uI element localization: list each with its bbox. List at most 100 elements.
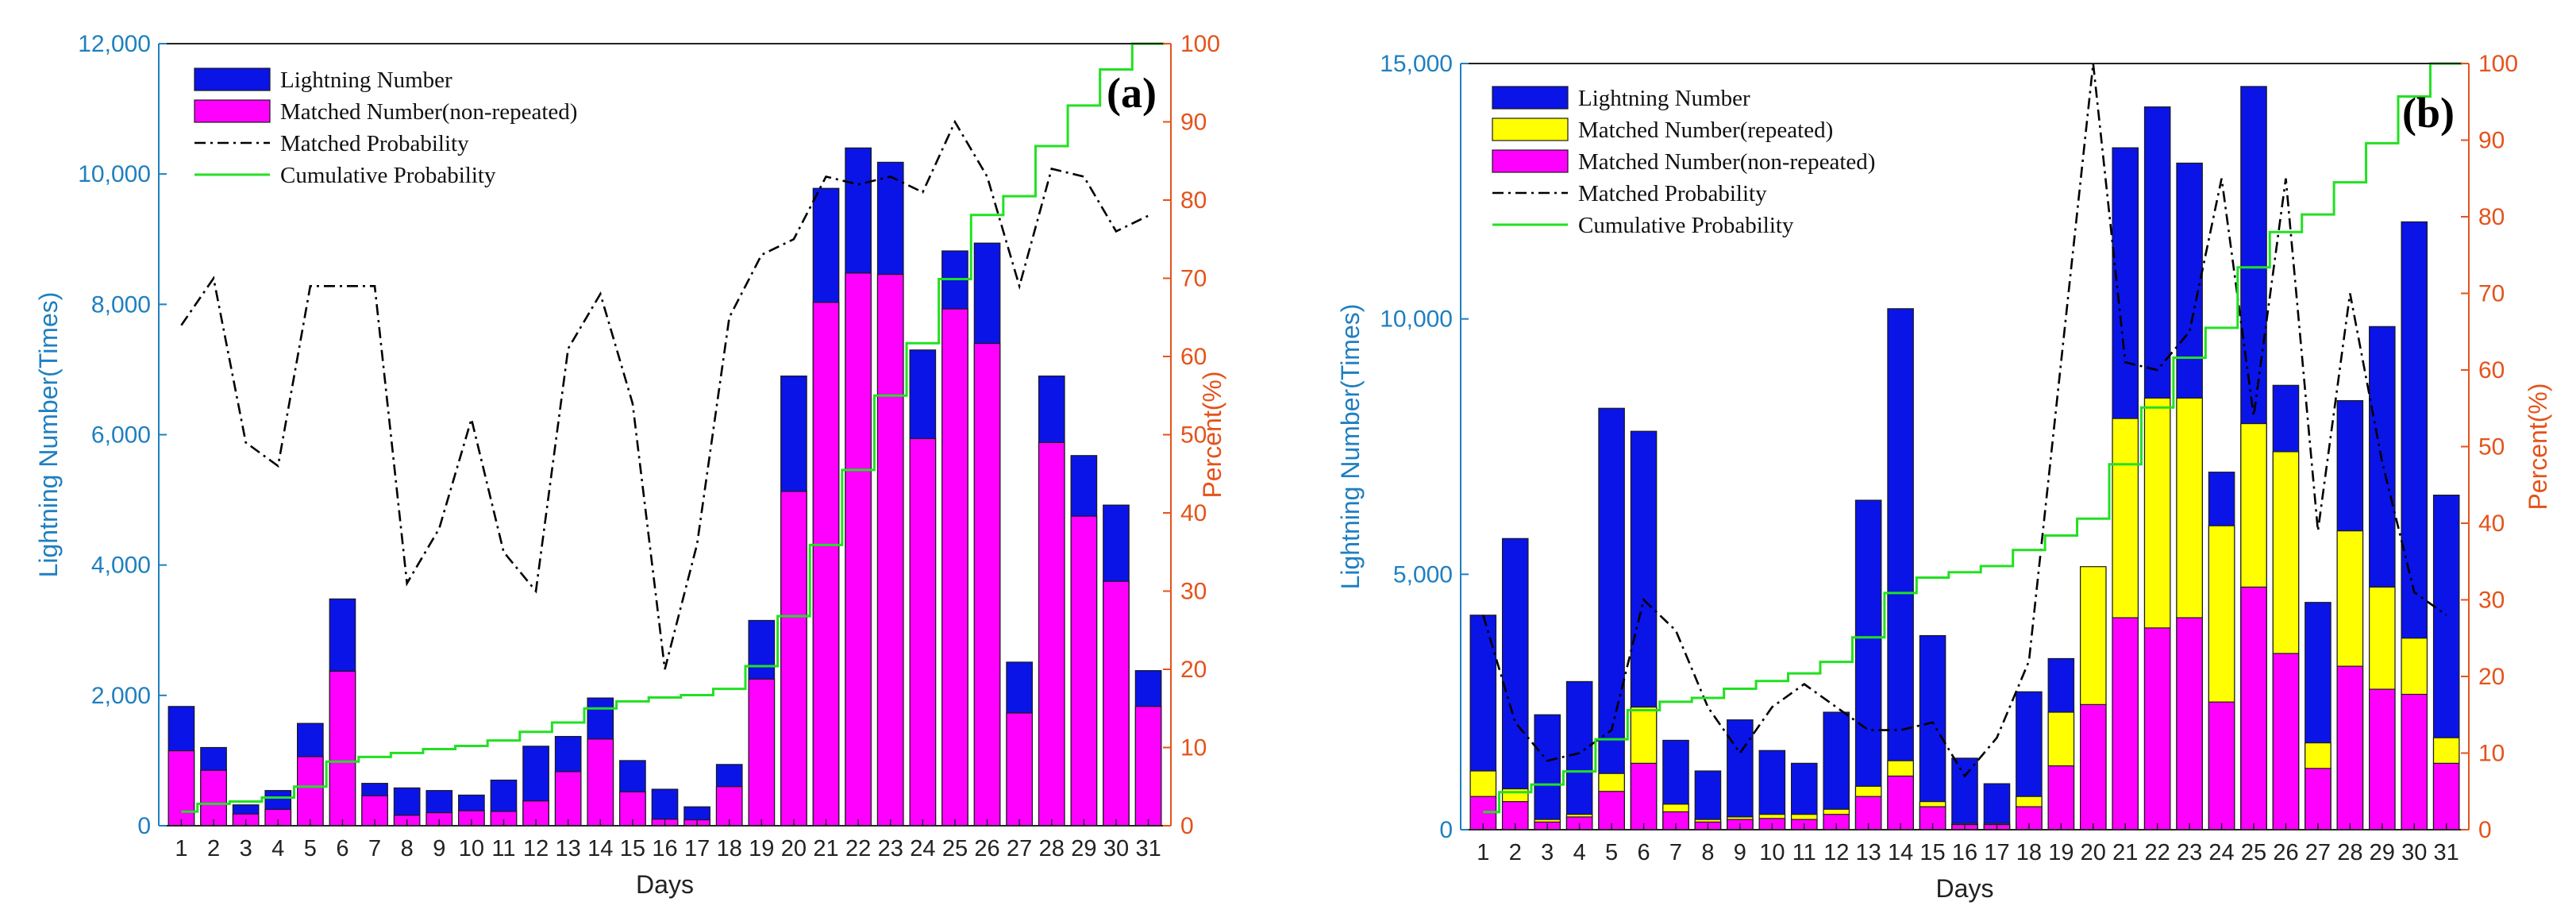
legend-label: Matched Number(non-repeated) <box>1578 149 1875 175</box>
bar-2-day-30 <box>2401 693 2428 830</box>
right-tick-label: 0 <box>1180 813 1194 839</box>
bar-2-day-23 <box>2176 617 2203 830</box>
right-tick-label: 100 <box>2478 51 2518 77</box>
bar-2-day-28 <box>2336 665 2364 830</box>
x-axis-label: Days <box>636 870 694 899</box>
right-tick-label: 10 <box>1180 735 1207 761</box>
bar-1-day-26 <box>973 342 1001 827</box>
y2-axis-label: Percent(%) <box>2524 383 2552 510</box>
legend-label: Lightning Number <box>280 67 452 93</box>
right-tick-label: 100 <box>1180 31 1220 57</box>
x-tick-label: 14 <box>587 836 613 861</box>
x-tick-label: 24 <box>2208 840 2234 865</box>
chart-panel-b: 0 5,000 10,000 15,000 0 10 20 30 40 50 60 70 80 90 100… <box>1302 0 2572 921</box>
bar-0-day-14 <box>1887 308 1914 830</box>
x-tick-label: 14 <box>1888 840 1913 865</box>
y-axis-label: Lightning Number(Times) <box>1336 304 1365 590</box>
x-tick-label: 17 <box>684 836 710 861</box>
x-tick-label: 28 <box>2337 840 2362 865</box>
x-tick-label: 6 <box>1637 840 1650 865</box>
x-tick-label: 28 <box>1039 836 1065 861</box>
x-tick-label: 16 <box>1952 840 1977 865</box>
bar-2-day-22 <box>2143 627 2171 830</box>
bar-1-day-23 <box>876 273 904 827</box>
bar-1-day-13 <box>554 771 582 827</box>
x-tick-label: 15 <box>1919 840 1945 865</box>
x-tick-label: 20 <box>781 836 807 861</box>
bar-0-day-13 <box>1854 499 1882 830</box>
x-tick-label: 2 <box>1509 840 1522 865</box>
x-tick-label: 10 <box>1759 840 1785 865</box>
x-tick-label: 19 <box>749 836 774 861</box>
bar-1-day-30 <box>1103 580 1130 827</box>
x-tick-label: 5 <box>304 836 317 861</box>
bar-1-day-31 <box>1134 706 1162 827</box>
bar-0-day-17 <box>1983 783 2011 830</box>
x-tick-label: 7 <box>1669 840 1682 865</box>
right-tick-label: 20 <box>1180 657 1207 683</box>
legend: Lightning Number Matched Number(non-repea… <box>194 67 577 188</box>
x-tick-label: 17 <box>1984 840 2009 865</box>
bar-1-day-5 <box>297 756 324 827</box>
legend-swatch-0 <box>194 67 271 91</box>
x-tick-label: 15 <box>620 836 645 861</box>
x-tick-label: 9 <box>433 836 445 861</box>
right-tick-label: 10 <box>2478 741 2505 767</box>
chart-panel-a: 0 2,000 4,000 6,000 8,000 10,000 12,000 0 10 20 30… <box>0 0 1238 921</box>
x-tick-label: 23 <box>2177 840 2202 865</box>
legend-swatch-1 <box>1492 118 1569 141</box>
bar-2-day-21 <box>2112 617 2139 830</box>
bar-2-day-25 <box>2240 586 2267 830</box>
x-tick-label: 2 <box>207 836 220 861</box>
right-tick-label: 90 <box>1180 110 1207 136</box>
x-tick-label: 21 <box>813 836 838 861</box>
bar-2-day-24 <box>2208 701 2235 830</box>
legend-label: Cumulative Probability <box>280 163 496 188</box>
x-tick-label: 21 <box>2112 840 2138 865</box>
bar-2-day-31 <box>2432 762 2460 830</box>
right-tick-label: 30 <box>1180 579 1207 605</box>
right-tick-label: 20 <box>2478 664 2505 690</box>
bar-2-day-26 <box>2272 653 2300 830</box>
x-tick-label: 29 <box>1071 836 1096 861</box>
left-tick-label: 10,000 <box>1380 306 1453 333</box>
x-tick-label: 11 <box>1792 840 1816 865</box>
panel-label: (a) <box>1107 69 1157 117</box>
bar-0-day-16 <box>1951 757 1978 830</box>
y-axis-label: Lightning Number(Times) <box>34 292 63 578</box>
x-tick-label: 22 <box>2145 840 2170 865</box>
left-tick-label: 8,000 <box>91 291 151 318</box>
x-tick-label: 29 <box>2370 840 2395 865</box>
x-tick-label: 1 <box>175 836 187 861</box>
right-tick-label: 80 <box>1180 187 1207 214</box>
x-tick-label: 18 <box>2016 840 2042 865</box>
x-tick-label: 23 <box>878 836 903 861</box>
bar-1-day-19 <box>748 678 776 827</box>
bar-2-day-29 <box>2369 688 2396 830</box>
bar-2-day-14 <box>1887 775 1914 830</box>
x-tick-label: 20 <box>2081 840 2106 865</box>
x-axis-label: Days <box>1936 874 1994 903</box>
y2-axis-label: Percent(%) <box>1198 371 1226 498</box>
bar-1-day-6 <box>329 670 356 827</box>
bar-2-day-20 <box>2080 703 2107 830</box>
x-tick-label: 7 <box>368 836 381 861</box>
matched-probability-line <box>1482 63 2447 778</box>
bar-0-day-5 <box>1598 407 1625 830</box>
legend-label: Cumulative Probability <box>1578 213 1794 238</box>
bar-2-day-27 <box>2305 768 2331 830</box>
left-tick-label: 15,000 <box>1380 51 1453 77</box>
bar-series-1 <box>167 272 1162 827</box>
chart-b-svg: 0 5,000 10,000 15,000 0 10 20 30 40 50 60 70 80 90 100… <box>1336 51 2552 903</box>
x-tick-label: 26 <box>2273 840 2298 865</box>
x-tick-label: 8 <box>1701 840 1714 865</box>
right-tick-label: 60 <box>1180 344 1207 370</box>
legend-label: Matched Probability <box>1578 181 1767 206</box>
left-tick-label: 10,000 <box>78 161 151 187</box>
x-tick-label: 6 <box>336 836 348 861</box>
x-tick-label: 24 <box>910 836 935 861</box>
x-tick-label: 3 <box>1541 840 1554 865</box>
right-tick-label: 40 <box>1180 500 1207 526</box>
legend-label: Lightning Number <box>1578 86 1750 111</box>
right-tick-label: 90 <box>2478 128 2505 154</box>
